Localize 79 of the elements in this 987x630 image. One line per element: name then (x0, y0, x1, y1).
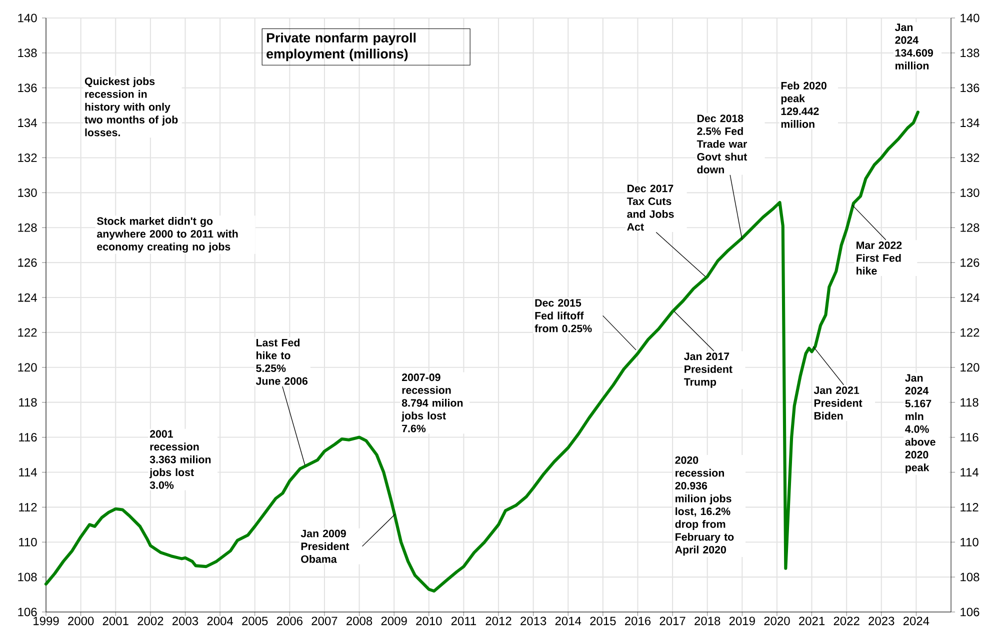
x-tick-label: 2001 (102, 616, 128, 626)
y-tick-label: 118 (19, 398, 37, 407)
y2-tick-label: 136 (960, 84, 980, 92)
y2-tick-label: 112 (960, 502, 978, 512)
y-tick-label: 134 (18, 118, 37, 128)
y-tick-label: 114 (19, 468, 37, 476)
y2-tick-label: 108 (960, 572, 980, 582)
y2-tick-label: 114 (960, 468, 978, 476)
x-tick-label: 2004 (207, 616, 234, 626)
x-tick-label: 2006 (276, 616, 302, 626)
text: Private nonfarm payroll employment (millions) (266, 32, 416, 62)
annotation: Jan 2024 134.609 million (894, 24, 933, 70)
annotation: 2001 recession 3.363 milion jobs lost 3.0% (149, 430, 211, 489)
y-tick-label: 120 (18, 363, 37, 372)
x-tick-label: 2021 (799, 616, 825, 626)
annotation: Jan 2009 President Obama (300, 530, 350, 563)
x-tick-label: 2002 (138, 616, 164, 626)
x-tick-label: 2019 (729, 616, 755, 626)
annotation: Quickest jobs recession in history with only two months of job losses. (84, 77, 178, 136)
x-tick-label: 2020 (764, 616, 790, 626)
x-tick-label: 2016 (624, 616, 651, 626)
annotation: Feb 2020 peak 129.442 million (781, 82, 826, 128)
annotation: Last Fed hike to 5.25% June 2006 (256, 338, 308, 385)
y2-tick-label: 110 (960, 538, 978, 546)
x-tick-label: 2013 (520, 616, 546, 626)
y2-tick-label: 126 (960, 258, 980, 267)
y-tick-label: 138 (18, 48, 37, 58)
y-tick-label: 122 (18, 328, 37, 337)
y-tick-label: 106 (18, 608, 37, 616)
y2-tick-label: 130 (960, 188, 980, 197)
x-tick-label: 2014 (555, 616, 582, 626)
y-tick-label: 124 (18, 293, 37, 302)
y-tick-label: 130 (18, 188, 37, 197)
y-tick-label: 112 (19, 502, 37, 512)
annotation: Dec 2015 Fed liftoff from 0.25% (534, 299, 592, 332)
y-tick-label: 110 (19, 538, 37, 546)
x-tick-label: 2011 (451, 616, 476, 626)
x-tick-label: 2018 (694, 616, 720, 626)
annotation: Jan 2021 President Biden (814, 386, 862, 420)
y2-tick-label: 122 (960, 328, 980, 337)
x-tick-label: 2008 (346, 616, 372, 626)
annotation: Mar 2022 First Fed hike (856, 241, 902, 275)
y2-tick-label: 128 (960, 223, 980, 232)
x-tick-label: 2000 (68, 616, 94, 626)
x-tick-label: 2010 (416, 616, 442, 626)
x-tick-label: 2005 (242, 616, 268, 626)
y2-tick-label: 118 (960, 398, 978, 407)
x-tick-label: 2012 (486, 616, 512, 626)
x-tick-label: 2023 (868, 616, 894, 626)
x-tick-label: 2007 (312, 616, 338, 626)
x-tick-label: 2022 (834, 616, 860, 626)
x-tick-label: 2015 (590, 616, 616, 626)
y-tick-label: 116 (19, 433, 37, 442)
annotation: Dec 2017 Tax Cuts and Jobs Act (626, 184, 674, 231)
y2-tick-label: 132 (960, 154, 980, 162)
y-tick-label: 126 (18, 258, 37, 267)
y-tick-label: 140 (18, 14, 37, 22)
x-tick-label: 2009 (381, 616, 407, 626)
x-tick-label: 2003 (172, 616, 198, 626)
y2-tick-label: 140 (960, 14, 980, 22)
y2-tick-label: 138 (960, 48, 980, 58)
y2-tick-label: 116 (960, 433, 978, 442)
y2-tick-label: 124 (960, 293, 980, 302)
y2-tick-label: 134 (960, 118, 980, 128)
y-tick-label: 128 (18, 223, 37, 232)
x-tick-label: 1999 (34, 616, 59, 626)
annotation: Jan 2017 President Trump (684, 352, 732, 388)
y2-tick-label: 120 (960, 363, 980, 372)
y-tick-label: 136 (18, 84, 37, 92)
y2-tick-label: 106 (960, 608, 980, 616)
annotation: Stock market didn't go anywhere 2000 to 2011 with economy creating no jobs (97, 217, 238, 253)
annotation: Jan 2024 5.167 mln 4.0% above 2020 peak (905, 374, 936, 474)
y-tick-label: 108 (18, 572, 37, 582)
annotation: 2007-09 recession 8.794 milion jobs lost 7.6% (401, 374, 463, 432)
annotation: 2020 recession 20.936 milion jobs lost, 16.2% drop from February to April 2020 (675, 456, 734, 556)
annotation: Dec 2018 2.5% Fed Trade war Govt shut down (696, 114, 748, 174)
x-tick-label: 2017 (660, 616, 686, 626)
x-tick-label: 2024 (903, 616, 930, 626)
y-tick-label: 132 (18, 154, 37, 162)
